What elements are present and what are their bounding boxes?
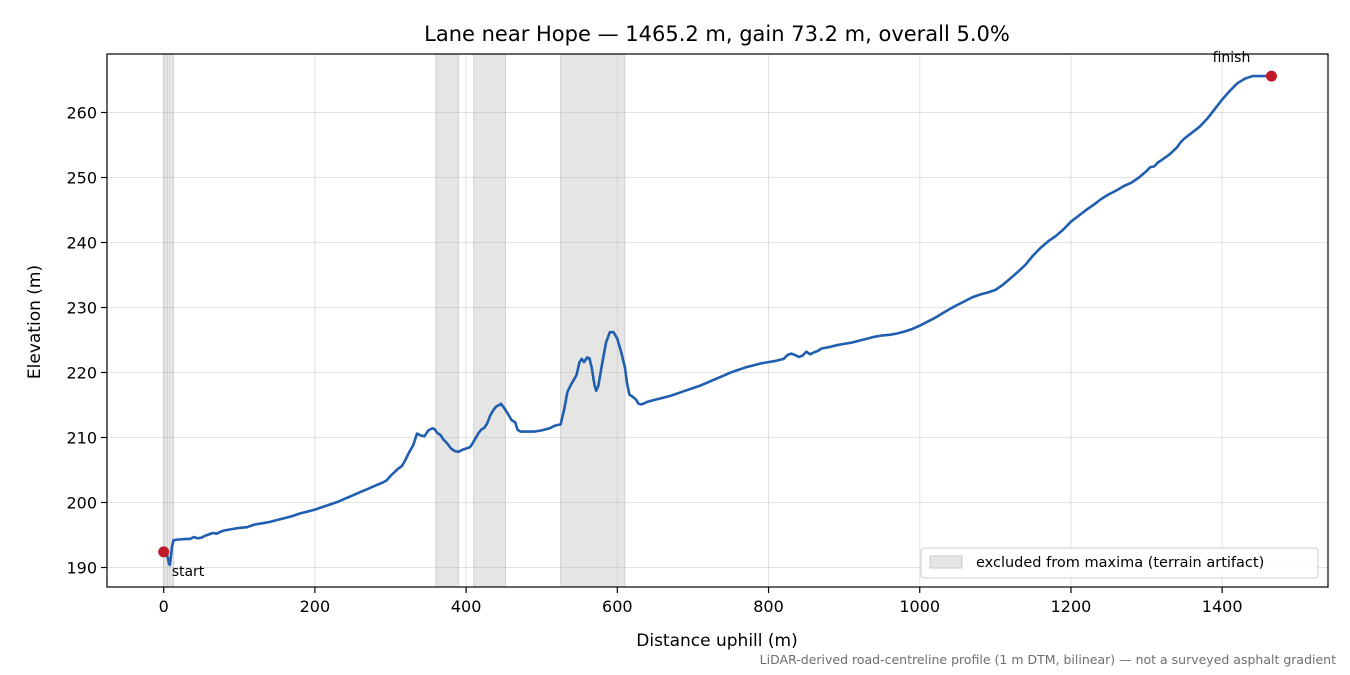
excluded-range-band-3 — [473, 53, 506, 588]
chart-title: Lane near Hope — 1465.2 m, gain 73.2 m, … — [424, 22, 1010, 46]
finish-annotation: finish — [1213, 50, 1251, 66]
legend-label: excluded from maxima (terrain artifact) — [976, 555, 1264, 571]
legend: excluded from maxima (terrain artifact) — [920, 547, 1319, 579]
x-axis-label: Distance uphill (m) — [636, 631, 797, 651]
x-tick-label: 0 — [159, 597, 169, 616]
start-marker — [158, 546, 170, 558]
x-tick-label: 800 — [753, 597, 784, 616]
excluded-range-band-1 — [168, 53, 175, 588]
elevation-series-line — [162, 74, 1273, 567]
start-annotation: start — [172, 564, 205, 580]
y-tick-label: 200 — [66, 494, 97, 513]
x-axis: 0 200 400 600 800 1000 1200 1400 — [159, 587, 1243, 616]
excluded-range-band-4 — [560, 53, 626, 588]
y-tick-label: 210 — [66, 429, 97, 448]
x-tick-label: 1200 — [1051, 597, 1092, 616]
plot-frame — [106, 53, 1329, 588]
y-tick-label: 260 — [66, 104, 97, 123]
y-tick-label: 230 — [66, 299, 97, 318]
x-tick-label: 400 — [451, 597, 482, 616]
y-axis: 190 200 210 220 230 240 250 260 — [66, 104, 107, 578]
grid-lines — [107, 54, 1328, 587]
y-axis-label: Elevation (m) — [25, 265, 45, 379]
x-tick-label: 600 — [602, 597, 633, 616]
excluded-range-band-2 — [435, 53, 460, 588]
y-tick-label: 190 — [66, 559, 97, 578]
excluded-range-band-0 — [163, 53, 168, 588]
footnote: LiDAR-derived road-centreline profile (1… — [760, 652, 1336, 667]
y-tick-label: 240 — [66, 234, 97, 253]
legend-box — [920, 547, 1319, 579]
x-tick-label: 1400 — [1202, 597, 1243, 616]
excluded-ranges — [163, 53, 626, 588]
finish-marker — [1265, 70, 1277, 82]
x-tick-label: 1000 — [899, 597, 940, 616]
y-tick-label: 220 — [66, 364, 97, 383]
y-tick-label: 250 — [66, 169, 97, 188]
legend-swatch — [929, 555, 963, 569]
x-tick-label: 200 — [300, 597, 331, 616]
